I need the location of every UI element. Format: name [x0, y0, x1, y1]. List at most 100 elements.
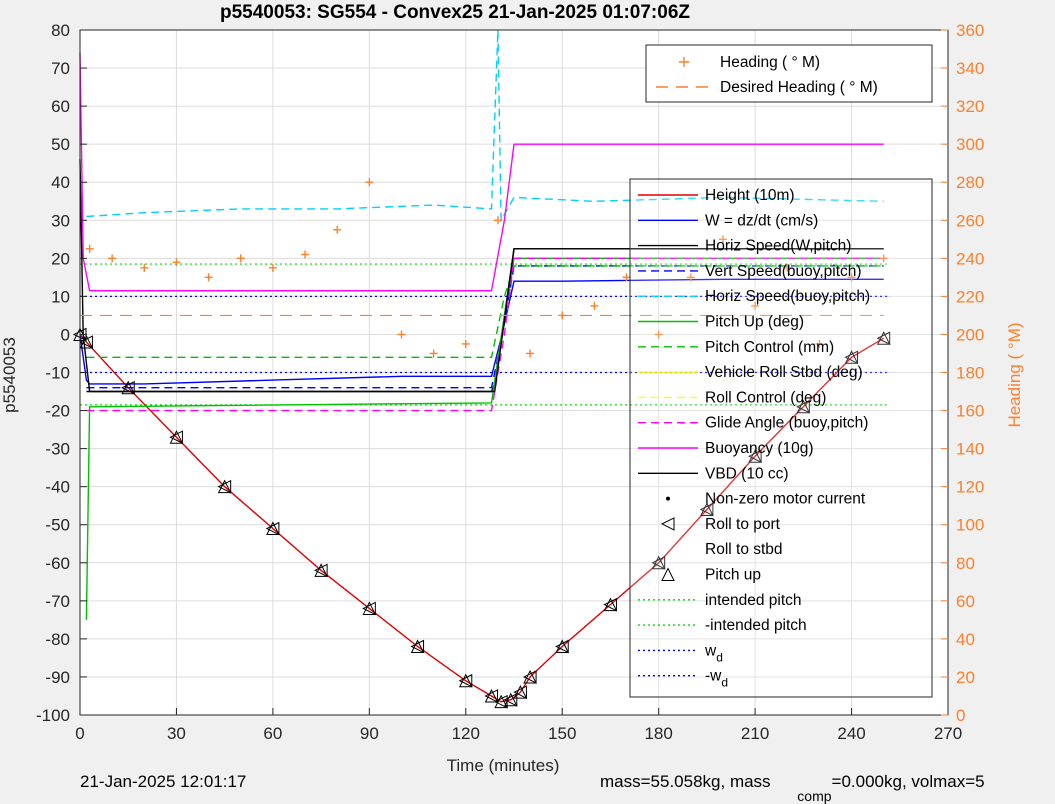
- pitch-up-marker: [523, 669, 537, 684]
- y-tick-label: 60: [51, 97, 70, 116]
- heading-point: [108, 254, 117, 263]
- legend-label: intended pitch: [705, 592, 802, 609]
- heading-point: [686, 273, 695, 282]
- pitch-up-marker: [513, 685, 528, 699]
- roll-port-marker: [603, 597, 617, 612]
- legend-label: Vert Speed(buoy,pitch): [705, 263, 862, 280]
- heading-point: [429, 349, 438, 358]
- legend-label: VBD (10 cc): [705, 465, 789, 482]
- legend-label-sub: d: [716, 650, 723, 664]
- y-tick-label: 80: [51, 21, 70, 40]
- right-tick-label: 180: [956, 364, 984, 383]
- x-tick-label: 90: [360, 724, 379, 743]
- roll-port-marker: [555, 639, 569, 654]
- y-tick-label: -40: [45, 478, 70, 497]
- roll-port-marker: [503, 692, 518, 707]
- x-tick-label: 150: [548, 724, 576, 743]
- heading-point: [461, 339, 470, 348]
- heading-point: [654, 330, 663, 339]
- heading-point: [365, 178, 374, 187]
- y-tick-label: 40: [51, 173, 70, 192]
- legend-label: Pitch Control (mm): [705, 339, 834, 356]
- x-tick-label: 30: [167, 724, 186, 743]
- x-tick-label: 60: [263, 724, 282, 743]
- legend-label: Roll to port: [705, 516, 781, 533]
- roll-port-marker: [458, 673, 473, 688]
- right-tick-label: 60: [956, 592, 975, 611]
- legend-label: Roll to stbd: [705, 541, 783, 558]
- right-tick-label: 20: [956, 668, 975, 687]
- legend-label: W = dz/dt (cm/s): [705, 212, 818, 229]
- pitch-up-marker: [266, 521, 280, 536]
- legend-label: Glide Angle (buoy,pitch): [705, 415, 868, 432]
- y-axis-ticks: 80 70 60 50 40 30 20 10 0 -10 -20 -30 -40 -50 -60 -70 -8…: [36, 21, 87, 725]
- pitch-up-marker: [362, 601, 377, 615]
- heading-point: [590, 301, 599, 310]
- heading-point: [622, 273, 631, 282]
- pitch-up-marker: [314, 563, 328, 577]
- x-axis-ticks: 0 30 60 90 120 150 180 210 240 270: [75, 708, 962, 743]
- legend-label: Buoyancy (10g): [705, 440, 814, 457]
- legend-label: -intended pitch: [705, 617, 807, 634]
- right-axis-ticks: 3603403203002802602402202001801601401201…: [941, 21, 984, 725]
- y-axis-label: p5540053: [0, 337, 19, 413]
- heading-point: [236, 254, 245, 263]
- right-tick-label: 240: [956, 249, 984, 268]
- y-tick-label: -10: [45, 364, 70, 383]
- roll-port-marker: [79, 335, 93, 349]
- roll-port-marker: [121, 380, 135, 395]
- legend-marker-tri-left: [660, 517, 675, 531]
- series-layer: [79, 29, 885, 703]
- heading-point: [301, 250, 310, 259]
- pitch-up-marker: [651, 555, 666, 570]
- x-tick-label: 270: [934, 724, 962, 743]
- pitch-up-marker: [796, 399, 811, 414]
- heading-point: [140, 263, 149, 272]
- legend-label: Horiz Speed(buoy,pitch): [705, 288, 870, 305]
- legend-top-box: [645, 44, 933, 103]
- roll-port-marker: [410, 639, 425, 654]
- roll-port-marker: [484, 689, 498, 703]
- y-tick-label: -20: [45, 402, 70, 421]
- legend-marker-tri-up: [661, 567, 675, 581]
- right-tick-label: 260: [956, 211, 984, 230]
- legend-main: Height (10m) W = dz/dt (cm/s) Horiz Speed(…: [629, 178, 933, 698]
- chart-title: p5540053: SG554 - Convex25 21-Jan-2025 0…: [220, 2, 690, 23]
- roll-markers: [72, 327, 891, 709]
- y-tick-label: -90: [45, 668, 70, 687]
- right-tick-label: 360: [956, 21, 984, 40]
- reference-lines: [80, 263, 891, 406]
- y-tick-label: 30: [51, 211, 70, 230]
- y-tick-label: 70: [51, 59, 70, 78]
- right-tick-label: 200: [956, 325, 984, 344]
- heading-markers: [80, 178, 888, 358]
- legend-label: Horiz Speed(W,pitch): [705, 238, 851, 255]
- footer-mass-text: mass=55.058kg, mass: [600, 772, 771, 791]
- pitch-up-marker: [503, 692, 518, 707]
- right-axis-label: Heading ( °M): [1005, 322, 1024, 427]
- right-tick-label: 40: [956, 630, 975, 649]
- roll-port-marker: [522, 670, 537, 684]
- roll-port-marker: [169, 430, 183, 445]
- series-height-10m: [79, 333, 885, 703]
- heading-point: [493, 216, 502, 225]
- footer-mass: mass=55.058kg, mass comp=0.000kg, volmax…: [600, 772, 985, 804]
- roll-port-marker: [747, 449, 762, 464]
- pitch-up-marker: [169, 430, 184, 444]
- heading-point: [718, 235, 727, 244]
- right-tick-label: 0: [956, 706, 965, 725]
- y-tick-label: -70: [45, 592, 70, 611]
- roll-port-marker: [699, 502, 714, 517]
- roll-port-marker: [513, 685, 527, 699]
- legend-label-sub: d: [721, 676, 728, 690]
- heading-point: [751, 301, 760, 310]
- pitch-up-marker: [494, 694, 508, 709]
- heading-point: [815, 339, 824, 348]
- legend-label: Height (10m): [705, 187, 795, 204]
- heading-point: [783, 263, 792, 272]
- y-tick-label: 10: [51, 287, 70, 306]
- y-tick-label: 0: [61, 325, 70, 344]
- y-tick-label: -100: [36, 706, 70, 725]
- pitch-up-marker: [458, 673, 473, 688]
